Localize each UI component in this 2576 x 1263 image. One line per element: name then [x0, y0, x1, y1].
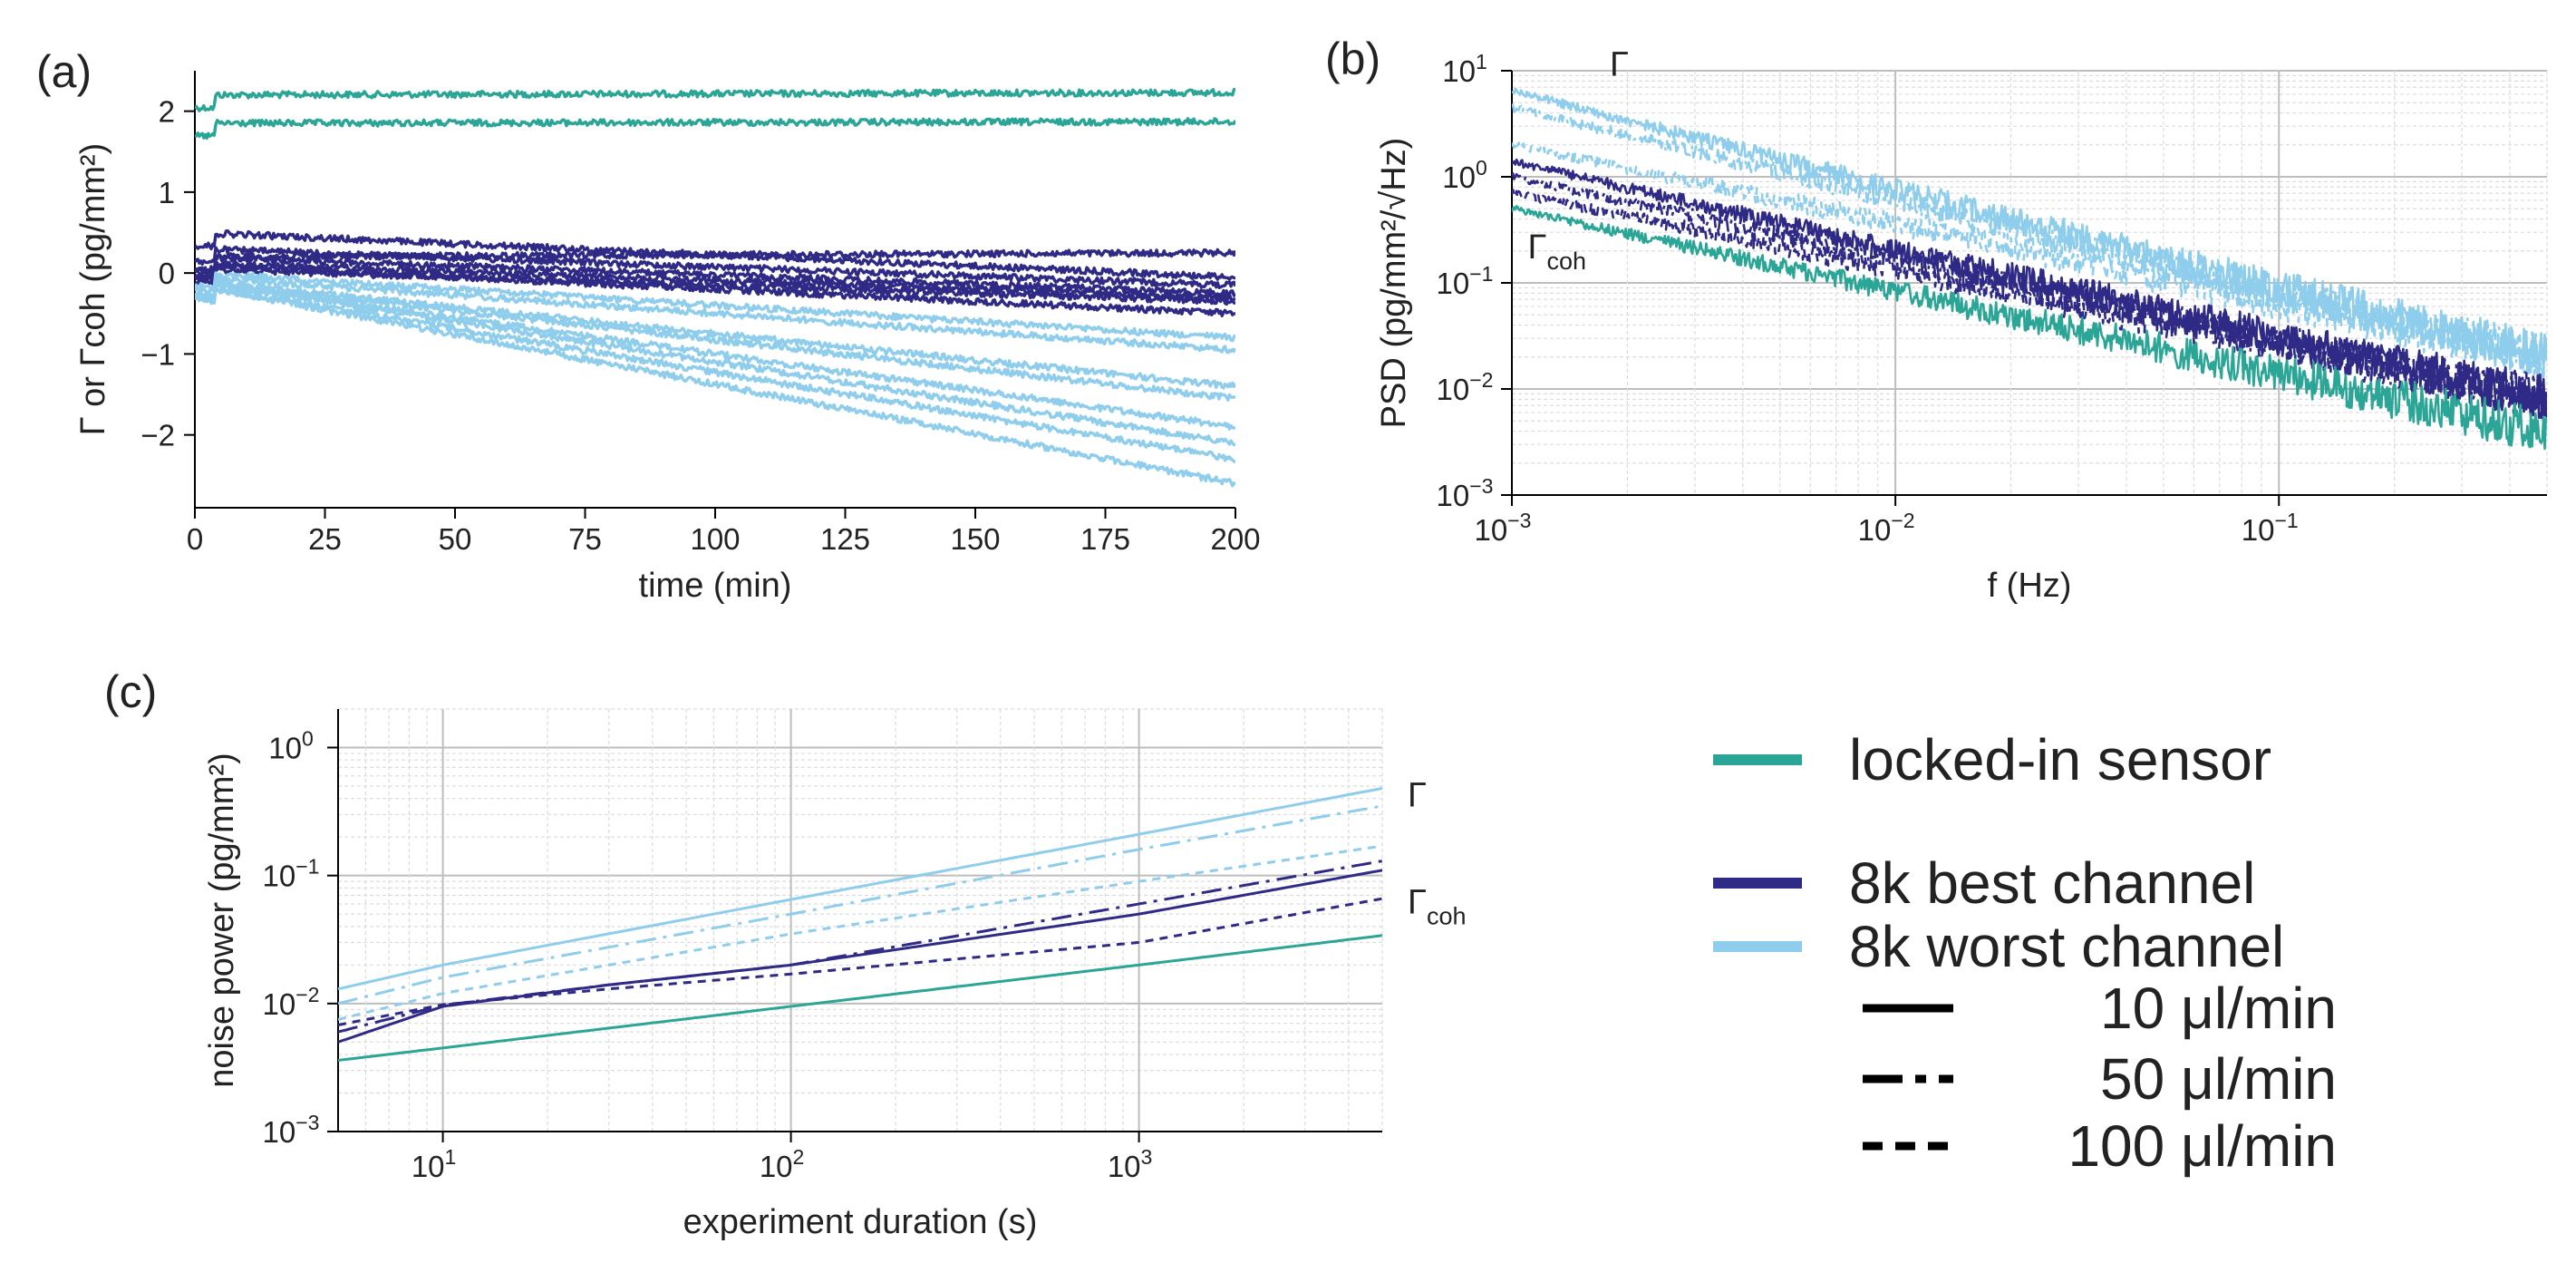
series-line-6 — [338, 934, 1382, 1062]
series-line-15 — [195, 285, 1235, 464]
y-tick-label: 10−1 — [1437, 262, 1494, 300]
series-line-3 — [195, 228, 1235, 281]
series-line-5 — [338, 897, 1382, 1026]
panel-2: 101 102 103 10−3 10−2 10−1 100 experiment durat… — [104, 666, 1466, 1241]
y-tick-label: 10−2 — [263, 983, 320, 1021]
y-tick-label: 10−3 — [1437, 474, 1494, 512]
x-tick-label: 100 — [690, 522, 740, 556]
curve-annotation: Γ — [1610, 45, 1629, 83]
x-axis-label: time (min) — [639, 567, 792, 605]
series-line-2 — [338, 844, 1382, 1021]
series-line-12 — [195, 279, 1235, 402]
y-tick-label: 101 — [1442, 50, 1487, 88]
series-line-11 — [195, 279, 1235, 390]
legend-style-label-2: 100 μl/min — [2068, 1113, 2337, 1179]
y-tick-label: 10−3 — [263, 1111, 320, 1149]
x-tick-label: 10−1 — [2242, 509, 2299, 547]
series-line-6 — [195, 259, 1235, 302]
y-tick-label: 10−1 — [263, 855, 320, 893]
curve-annotation: Γ — [1408, 776, 1427, 814]
series-line-0 — [338, 787, 1382, 991]
series-line-0 — [195, 87, 1235, 112]
series-line-5 — [195, 253, 1235, 297]
curve-annotation: Γcoh — [1408, 884, 1466, 930]
x-tick-label: 200 — [1210, 522, 1260, 556]
y-tick-label: 1 — [159, 176, 175, 209]
x-tick-label: 101 — [412, 1145, 457, 1183]
series-line-4 — [1512, 172, 2547, 420]
series-line-4 — [338, 860, 1382, 1034]
x-axis-label: experiment duration (s) — [683, 1203, 1038, 1241]
panel-label: (a) — [36, 46, 92, 97]
x-tick-label: 0 — [187, 522, 203, 556]
y-tick-label: 2 — [159, 95, 175, 129]
y-tick-label: 100 — [268, 726, 314, 764]
y-axis-label: Γ or Γcoh (pg/mm²) — [74, 143, 112, 436]
legend-style-label-0: 10 μl/min — [2100, 976, 2337, 1041]
x-tick-label: 103 — [1108, 1145, 1153, 1183]
series-line-16 — [195, 286, 1235, 488]
series-line-4 — [195, 245, 1235, 289]
legend-style-label-1: 50 μl/min — [2100, 1046, 2337, 1112]
series-line-10 — [195, 274, 1235, 355]
legend-label-0: locked-in sensor — [1849, 727, 2271, 792]
series-line-5 — [1512, 189, 2547, 422]
x-tick-label: 75 — [568, 522, 602, 556]
x-tick-label: 102 — [760, 1145, 805, 1183]
curve-annotation: Γcoh — [1528, 228, 1586, 275]
y-tick-label: 0 — [159, 257, 175, 290]
y-axis-label: noise power (pg/mm²) — [203, 753, 241, 1088]
legend-label-2: 8k worst channel — [1849, 914, 2284, 979]
series-line-1 — [195, 117, 1235, 141]
x-tick-label: 150 — [950, 522, 1000, 556]
x-tick-label: 125 — [820, 522, 870, 556]
x-tick-label: 10−3 — [1475, 509, 1532, 547]
y-tick-label: −1 — [140, 337, 175, 371]
panel-1: 10−3 10−2 10−1 10−3 10−2 10−1 100 101 f (Hz) PSD … — [1325, 34, 2548, 605]
y-tick-label: 100 — [1442, 156, 1487, 194]
series-line-8 — [195, 262, 1235, 317]
legend-label-1: 8k best channel — [1849, 850, 2255, 916]
x-tick-label: 25 — [308, 522, 342, 556]
x-tick-label: 175 — [1080, 522, 1130, 556]
series-line-1 — [338, 804, 1382, 1006]
panel-label: (b) — [1325, 34, 1380, 84]
series-line-6 — [1512, 205, 2547, 451]
panel-0: 0 25 50 75 100 125 150 175 200 −2 −1 0 1 2 time (min) Γ… — [36, 46, 1261, 605]
series-line-9 — [195, 271, 1235, 343]
x-axis-label: f (Hz) — [1988, 567, 2072, 605]
y-axis-label: PSD (pg/mm²/√Hz) — [1375, 138, 1413, 429]
series-line-14 — [195, 281, 1235, 447]
grid — [337, 708, 1383, 1132]
series-line-2 — [1512, 141, 2547, 376]
x-tick-label: 10−2 — [1858, 509, 1915, 547]
x-tick-label: 50 — [439, 522, 472, 556]
y-tick-label: 10−2 — [1437, 368, 1494, 406]
y-tick-label: −2 — [140, 419, 175, 452]
series-line-1 — [1512, 103, 2547, 381]
panel-label: (c) — [104, 666, 157, 717]
